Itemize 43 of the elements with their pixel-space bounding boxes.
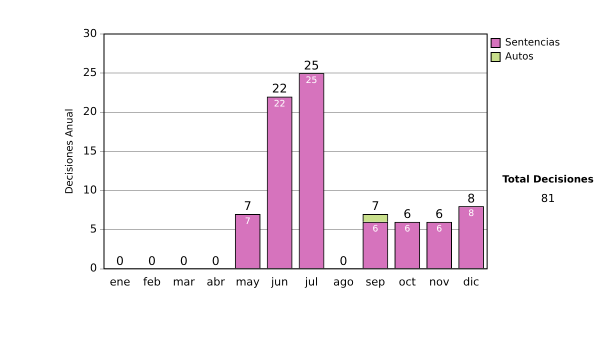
total-label: 8 — [467, 191, 475, 206]
total-label: 0 — [148, 254, 156, 268]
data-label: 6 — [436, 224, 442, 235]
total-label: 6 — [435, 206, 444, 221]
text: 81 — [541, 192, 555, 205]
x-tick-label: ago — [333, 275, 354, 288]
y-tick-label: 30 — [82, 26, 97, 40]
y-tick-label: 5 — [90, 222, 97, 236]
x-tick-label: sep — [366, 275, 386, 288]
y-tick-label: 0 — [90, 262, 97, 275]
total-label: 0 — [212, 254, 220, 268]
x-tick-label: dic — [463, 275, 480, 288]
y-tick-label: 10 — [82, 183, 97, 196]
data-label: 8 — [468, 209, 474, 220]
data-label: 22 — [274, 99, 286, 110]
x-tick-label: may — [236, 275, 260, 288]
text: Total Decisiones — [502, 174, 594, 186]
x-tick-label: mar — [172, 275, 196, 288]
total-label: 0 — [180, 254, 188, 268]
data-label: 6 — [404, 224, 410, 235]
data-label: 6 — [372, 224, 379, 235]
x-tick-label: jun — [270, 275, 288, 288]
legend-label: Autos — [505, 52, 534, 63]
data-label: 25 — [306, 76, 318, 86]
y-tick-label: 25 — [82, 66, 97, 79]
x-tick-label: oct — [398, 275, 417, 288]
x-tick-label: feb — [143, 275, 161, 288]
total-label: 0 — [116, 254, 124, 268]
total-label: 6 — [403, 206, 412, 221]
total-label: 0 — [340, 254, 348, 268]
x-tick-label: nov — [429, 275, 450, 288]
total-label: 22 — [272, 82, 288, 96]
x-tick-label: ene — [110, 275, 130, 288]
legend-label: Sentencias — [505, 38, 560, 49]
total-label: 7 — [244, 199, 252, 214]
x-tick-label: jul — [304, 275, 318, 288]
x-tick-label: abr — [206, 275, 226, 288]
data-label: 7 — [244, 216, 251, 227]
total-label: 25 — [304, 58, 320, 72]
y-tick-label: 20 — [82, 105, 97, 118]
y-tick-label: 15 — [82, 144, 97, 158]
total-label: 7 — [372, 199, 380, 214]
y-axis-title: Decisiones Anual — [64, 108, 76, 194]
